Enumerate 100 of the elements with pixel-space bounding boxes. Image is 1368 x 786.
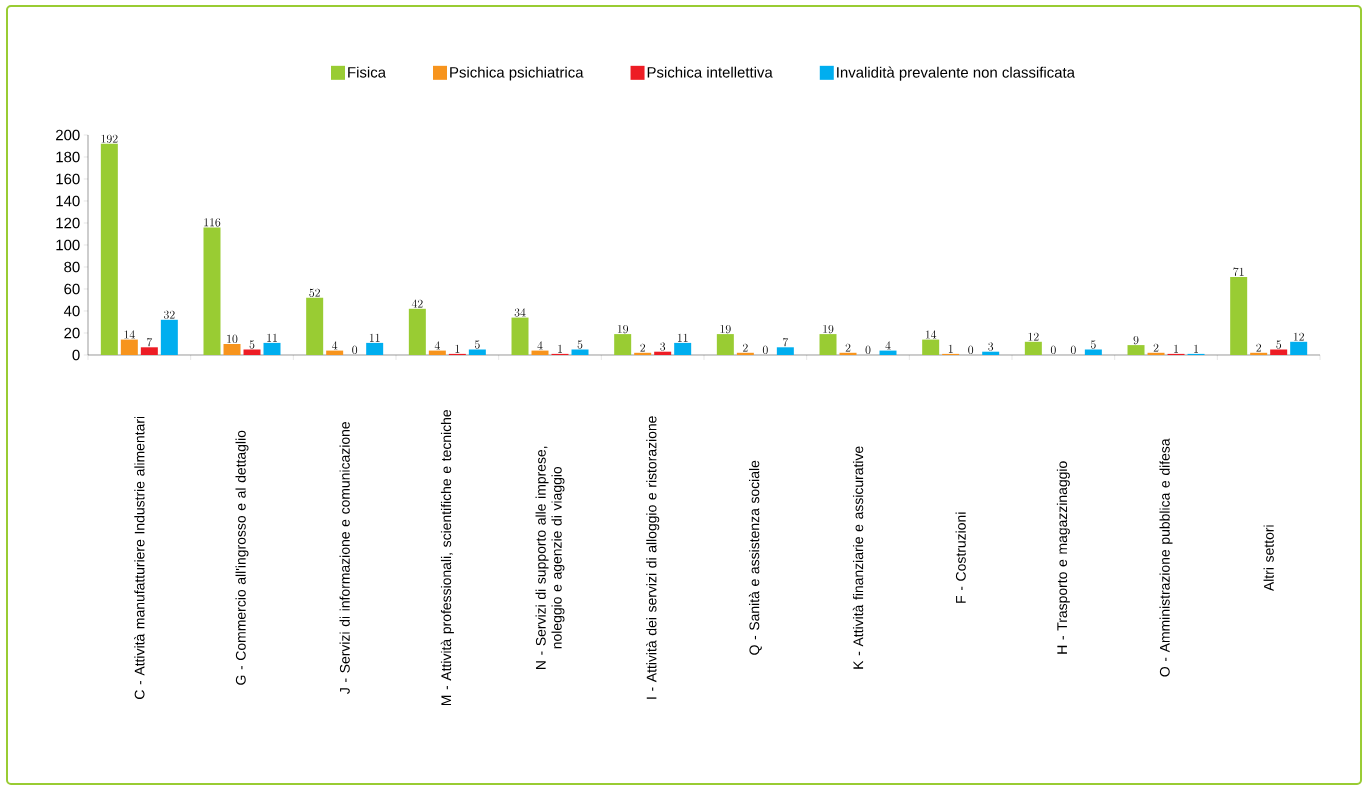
- bar: [306, 297, 324, 355]
- data-label: 7: [783, 338, 789, 347]
- bar: [716, 334, 734, 355]
- bar: [1127, 345, 1145, 355]
- bar: [736, 352, 754, 355]
- x-tick-label: O - Amministrazione pubblica e difesa: [1159, 438, 1173, 677]
- data-label: 4: [537, 341, 543, 350]
- bar: [634, 352, 652, 355]
- bar: [100, 143, 118, 355]
- data-label: 0: [1070, 345, 1076, 355]
- x-tick-label: N - Servizi di supporto alle imprese, noleggio e agenzie di viaggio: [535, 446, 565, 670]
- x-tick-label: H - Trasporto e magazzinaggio: [1056, 461, 1070, 654]
- data-label: 5: [249, 340, 255, 349]
- bar: [243, 349, 261, 355]
- bar: [263, 342, 281, 355]
- data-label: 19: [720, 324, 731, 334]
- x-tick-label: Q - Sanità e assistenza sociale: [748, 460, 762, 655]
- data-label: 9: [1133, 335, 1139, 345]
- data-label: 32: [163, 310, 175, 319]
- data-label: 5: [1091, 340, 1096, 349]
- bar: [571, 349, 589, 355]
- bar: [408, 308, 426, 355]
- bar: [1270, 349, 1288, 355]
- bar: [1230, 276, 1248, 355]
- data-label: 0: [762, 345, 768, 355]
- data-label: 2: [845, 343, 851, 352]
- bar: [1250, 352, 1268, 355]
- bar: [511, 317, 529, 355]
- bar: [1084, 349, 1102, 355]
- data-label: 0: [1050, 345, 1056, 355]
- data-label: 3: [660, 342, 666, 351]
- y-tick-label: 20: [64, 327, 80, 339]
- y-tick-label: 60: [64, 283, 80, 295]
- bar: [674, 342, 692, 355]
- y-tick-label: 100: [56, 239, 80, 251]
- bar: [1147, 352, 1165, 355]
- y-tick-label: 180: [56, 151, 80, 163]
- data-label: 1: [1174, 344, 1178, 353]
- data-label: 11: [267, 333, 277, 342]
- x-tick-label: J - Servizi di informazione e comunicazione: [339, 422, 350, 694]
- data-label: 10: [227, 334, 238, 344]
- legend-label: Fisica: [348, 66, 387, 78]
- bar: [1024, 341, 1042, 355]
- data-label: 5: [1276, 340, 1282, 349]
- bar: [654, 351, 672, 355]
- data-label: 0: [865, 345, 871, 355]
- data-label: 0: [968, 345, 974, 355]
- data-label: 19: [823, 324, 834, 334]
- y-tick-label: 160: [56, 173, 80, 185]
- bar: [428, 350, 446, 355]
- data-label: 11: [369, 333, 380, 342]
- bar: [819, 334, 837, 355]
- data-label: 192: [101, 134, 118, 143]
- data-label: 14: [925, 330, 937, 339]
- bar: [839, 352, 857, 355]
- bar: [140, 347, 158, 355]
- bar: [203, 227, 221, 355]
- bar: [160, 319, 178, 355]
- data-label: 1: [1194, 344, 1198, 353]
- x-tick-label: Altri settori: [1263, 525, 1274, 592]
- data-label: 3: [988, 342, 994, 351]
- data-label: 12: [1293, 332, 1304, 341]
- data-label: 7: [147, 338, 153, 347]
- bar: [922, 339, 940, 355]
- bar: [614, 334, 632, 355]
- data-label: 116: [204, 218, 221, 227]
- data-label: 34: [514, 308, 526, 317]
- y-tick-label: 0: [72, 349, 80, 361]
- data-label: 5: [474, 340, 480, 349]
- data-label: 52: [309, 288, 320, 297]
- legend-label: Psichica psichiatrica: [450, 66, 584, 81]
- x-tick-label: K - Attività finanziarie e assicurative: [852, 446, 864, 669]
- data-label: 1: [558, 344, 562, 353]
- data-label: 2: [742, 343, 748, 352]
- bar: [982, 351, 1000, 355]
- y-tick-label: 40: [63, 305, 80, 317]
- legend-label: Invalidità prevalente non classificata: [837, 66, 1075, 81]
- bar: [468, 349, 486, 355]
- x-tick-label: M - Attività professionali, scientifiche e tecniche: [440, 409, 454, 706]
- bar: [223, 343, 241, 355]
- x-tick-label: C - Attività manufatturiere Industrie alimentari: [134, 416, 145, 699]
- y-tick-label: 200: [56, 129, 80, 141]
- data-label: 2: [640, 343, 646, 352]
- bar: [531, 350, 549, 355]
- data-label: 42: [411, 299, 423, 308]
- bar: [776, 347, 794, 355]
- y-tick-label: 120: [56, 217, 80, 229]
- x-tick-label: I - Attività dei servizi di alloggio e ristorazione: [646, 416, 660, 699]
- bar: [326, 350, 344, 355]
- x-tick-label: F - Costruzioni: [955, 512, 966, 603]
- bar: [120, 339, 138, 355]
- y-tick-label: 80: [64, 261, 80, 273]
- bar: [879, 350, 897, 355]
- data-label: 14: [124, 330, 135, 339]
- data-label: 4: [332, 341, 338, 350]
- data-label: 5: [577, 340, 583, 349]
- data-label: 12: [1028, 332, 1039, 341]
- legend-label: Psichica intellettiva: [647, 66, 773, 78]
- data-label: 71: [1233, 267, 1244, 276]
- bar: [366, 342, 384, 355]
